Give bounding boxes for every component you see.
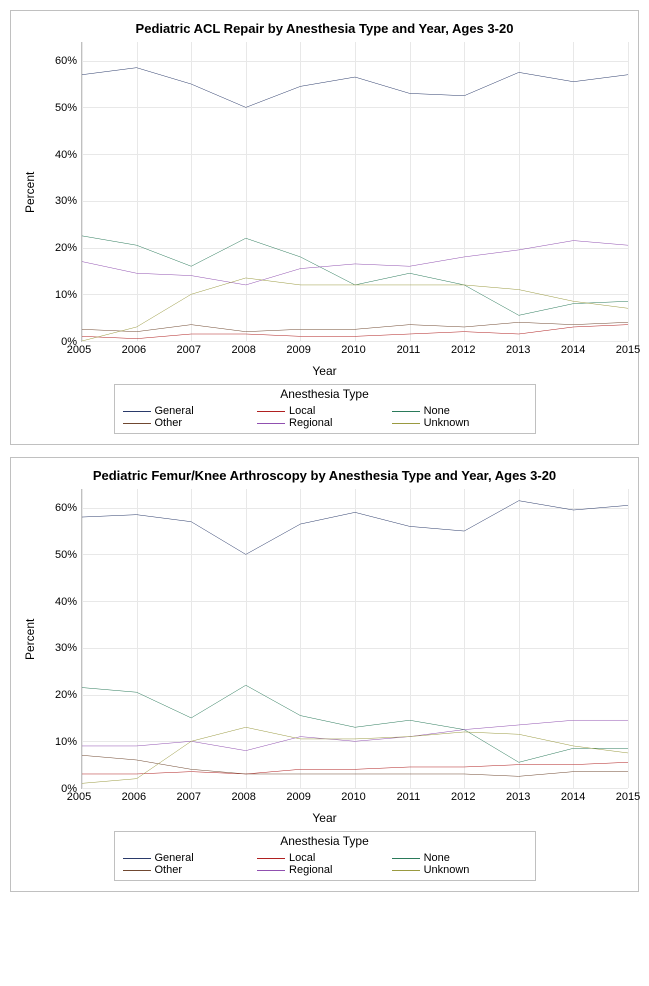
legend-swatch — [257, 411, 285, 412]
chart-panel: Pediatric ACL Repair by Anesthesia Type … — [10, 10, 639, 445]
legend-swatch — [257, 870, 285, 871]
legend-swatch — [123, 858, 151, 859]
series-line — [82, 720, 628, 750]
legend-item: General — [123, 405, 258, 417]
y-tick-label: 40% — [55, 596, 77, 608]
x-tick-label: 2007 — [177, 344, 201, 356]
legend-swatch — [123, 423, 151, 424]
legend-swatch — [392, 858, 420, 859]
legend-swatch — [123, 870, 151, 871]
plot — [81, 489, 628, 789]
series-line — [82, 755, 628, 776]
y-tick-label: 60% — [55, 55, 77, 67]
x-tick-label: 2014 — [561, 791, 585, 803]
y-tick-label: 30% — [55, 195, 77, 207]
y-tick-label: 40% — [55, 149, 77, 161]
legend-title: Anesthesia Type — [115, 832, 535, 850]
legend-item: Unknown — [392, 417, 527, 429]
y-tick-label: 50% — [55, 102, 77, 114]
x-tick-label: 2008 — [231, 344, 255, 356]
x-tick-label: 2006 — [122, 791, 146, 803]
y-axis-label: Percent — [21, 489, 41, 789]
y-tick-label: 20% — [55, 242, 77, 254]
x-tick-label: 2012 — [451, 791, 475, 803]
x-axis-label: Year — [21, 364, 628, 378]
x-tick-label: 2013 — [506, 791, 530, 803]
x-tick-label: 2012 — [451, 344, 475, 356]
plot-area: Percent0%10%20%30%40%50%60% — [21, 42, 628, 342]
x-tick-label: 2013 — [506, 344, 530, 356]
plot — [81, 42, 628, 342]
x-tick-label: 2015 — [616, 791, 640, 803]
legend-label: None — [424, 405, 450, 417]
x-tick-label: 2010 — [341, 344, 365, 356]
legend-swatch — [123, 411, 151, 412]
y-tick-label: 10% — [55, 736, 77, 748]
x-tick-label: 2015 — [616, 344, 640, 356]
chart-title: Pediatric Femur/Knee Arthroscopy by Anes… — [21, 468, 628, 483]
y-tick-label: 20% — [55, 689, 77, 701]
y-ticks: 0%10%20%30%40%50%60% — [41, 42, 81, 342]
legend-item: Local — [257, 405, 392, 417]
x-tick-label: 2009 — [286, 344, 310, 356]
legend-swatch — [257, 423, 285, 424]
series-line — [82, 762, 628, 774]
legend-label: General — [155, 852, 194, 864]
legend-label: Local — [289, 852, 315, 864]
legend-label: Unknown — [424, 417, 470, 429]
legend: Anesthesia Type General Local None Other Regi… — [114, 831, 536, 881]
x-tick-label: 2010 — [341, 791, 365, 803]
legend-label: Other — [155, 417, 183, 429]
legend: Anesthesia Type General Local None Other Regi… — [114, 384, 536, 434]
y-ticks: 0%10%20%30%40%50%60% — [41, 489, 81, 789]
series-line — [82, 68, 628, 108]
legend-item: Regional — [257, 864, 392, 876]
x-tick-label: 2005 — [67, 344, 91, 356]
legend-item: None — [392, 405, 527, 417]
legend-label: Regional — [289, 417, 332, 429]
x-tick-label: 2008 — [231, 791, 255, 803]
legend-swatch — [392, 423, 420, 424]
legend-label: General — [155, 405, 194, 417]
legend-item: Unknown — [392, 864, 527, 876]
x-tick-label: 2007 — [177, 791, 201, 803]
x-tick-label: 2009 — [286, 791, 310, 803]
chart-title: Pediatric ACL Repair by Anesthesia Type … — [21, 21, 628, 36]
legend-swatch — [392, 870, 420, 871]
x-tick-label: 2005 — [67, 791, 91, 803]
series-line — [82, 236, 628, 315]
legend-label: Unknown — [424, 864, 470, 876]
legend-item: Regional — [257, 417, 392, 429]
legend-swatch — [257, 858, 285, 859]
legend-title: Anesthesia Type — [115, 385, 535, 403]
x-ticks: 2005200620072008200920102011201220132014… — [79, 342, 628, 362]
series-line — [82, 685, 628, 762]
chart-panel: Pediatric Femur/Knee Arthroscopy by Anes… — [10, 457, 639, 892]
y-tick-label: 60% — [55, 502, 77, 514]
legend-label: None — [424, 852, 450, 864]
legend-item: None — [392, 852, 527, 864]
legend-item: Other — [123, 417, 258, 429]
legend-label: Local — [289, 405, 315, 417]
legend-label: Regional — [289, 864, 332, 876]
series-line — [82, 241, 628, 285]
legend-swatch — [392, 411, 420, 412]
series-line — [82, 325, 628, 339]
x-tick-label: 2011 — [397, 344, 421, 356]
y-tick-label: 50% — [55, 549, 77, 561]
legend-item: Local — [257, 852, 392, 864]
x-tick-label: 2011 — [397, 791, 421, 803]
x-tick-label: 2006 — [122, 344, 146, 356]
y-tick-label: 10% — [55, 289, 77, 301]
x-ticks: 2005200620072008200920102011201220132014… — [79, 789, 628, 809]
series-line — [82, 501, 628, 555]
x-axis-label: Year — [21, 811, 628, 825]
legend-item: Other — [123, 864, 258, 876]
legend-label: Other — [155, 864, 183, 876]
x-tick-label: 2014 — [561, 344, 585, 356]
plot-area: Percent0%10%20%30%40%50%60% — [21, 489, 628, 789]
legend-item: General — [123, 852, 258, 864]
y-tick-label: 30% — [55, 642, 77, 654]
y-axis-label: Percent — [21, 42, 41, 342]
